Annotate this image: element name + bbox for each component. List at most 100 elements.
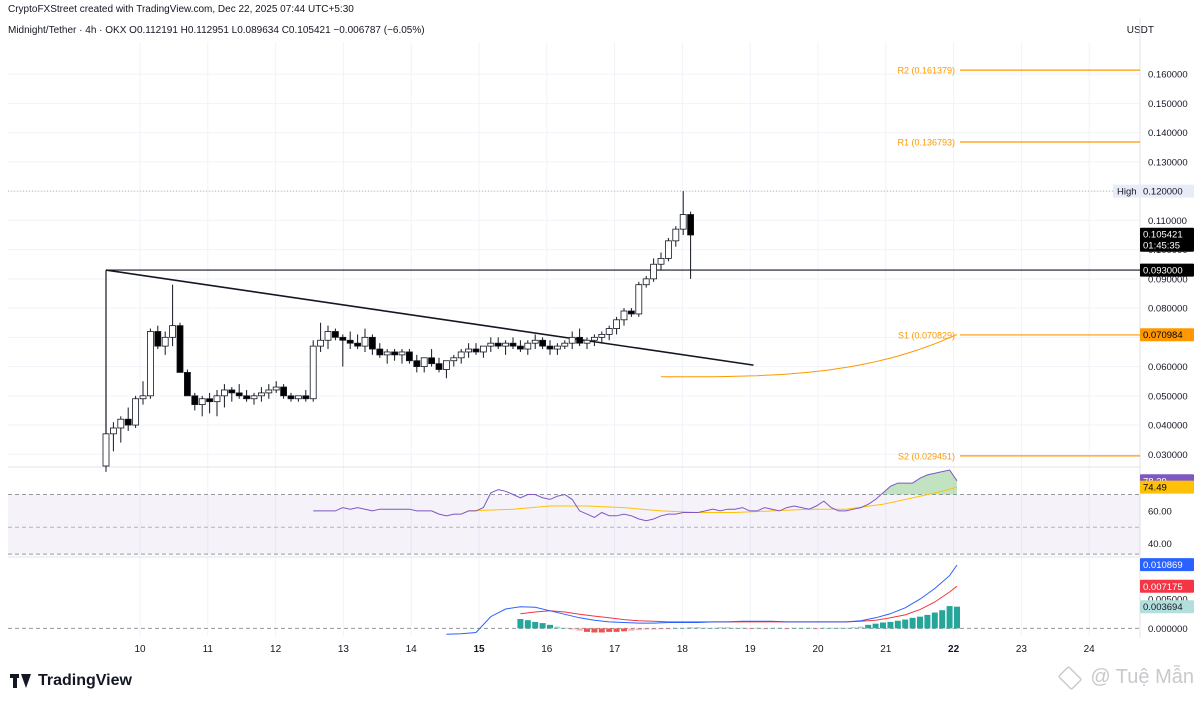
macd-histogram-bar (554, 626, 561, 629)
candle[interactable] (243, 395, 251, 400)
candle[interactable] (250, 395, 258, 400)
macd-histogram-bar (887, 621, 894, 629)
candle[interactable] (435, 363, 443, 370)
candle[interactable] (383, 351, 391, 356)
candle[interactable] (331, 331, 339, 338)
candle[interactable] (391, 351, 399, 356)
candle[interactable] (517, 345, 524, 350)
candle[interactable] (524, 342, 532, 350)
candle[interactable] (665, 240, 672, 259)
candle[interactable] (102, 433, 110, 467)
candle[interactable] (376, 348, 384, 356)
candle[interactable] (613, 319, 620, 329)
candle[interactable] (294, 395, 302, 400)
macd-histogram-bar (613, 628, 620, 632)
candle[interactable] (132, 398, 140, 426)
candle[interactable] (272, 386, 280, 391)
candle[interactable] (324, 331, 332, 341)
candle[interactable] (361, 336, 369, 347)
candle[interactable] (472, 348, 480, 353)
candle[interactable] (257, 392, 265, 397)
candle[interactable] (405, 351, 413, 362)
candle[interactable] (309, 345, 317, 400)
brand-label: TradingView (38, 672, 132, 689)
candle[interactable] (198, 398, 206, 405)
candle[interactable] (146, 331, 154, 397)
candle[interactable] (539, 339, 546, 347)
candle[interactable] (346, 339, 354, 344)
tradingview-brand[interactable]: TradingView (10, 672, 132, 690)
candle[interactable] (354, 342, 362, 347)
candle[interactable] (502, 342, 510, 347)
candle[interactable] (576, 336, 583, 344)
candle[interactable] (368, 336, 376, 350)
candle[interactable] (620, 310, 628, 321)
candle[interactable] (635, 284, 643, 315)
candle[interactable] (494, 342, 502, 347)
candle[interactable] (317, 339, 325, 347)
candle[interactable] (220, 389, 228, 397)
candle[interactable] (265, 389, 273, 394)
candle[interactable] (176, 325, 184, 373)
candle[interactable] (531, 339, 539, 344)
candle[interactable] (487, 342, 495, 347)
candle[interactable] (657, 257, 665, 265)
candle[interactable] (442, 360, 450, 370)
candle[interactable] (605, 328, 613, 335)
candle[interactable] (650, 263, 657, 280)
candle[interactable] (428, 357, 436, 365)
candle[interactable] (583, 339, 591, 344)
candle[interactable] (628, 310, 635, 315)
macd-histogram-bar (724, 627, 731, 629)
candle[interactable] (672, 228, 680, 242)
candle[interactable] (191, 395, 199, 405)
candle[interactable] (642, 278, 650, 286)
macd-histogram-bar (702, 627, 709, 629)
candle[interactable] (413, 360, 421, 367)
macd-histogram-bar (584, 628, 590, 632)
candle[interactable] (687, 214, 694, 236)
candle[interactable] (139, 395, 147, 400)
pivot-level-label: R1 (0.136793) (897, 138, 955, 148)
x-tick-label: 16 (541, 644, 553, 655)
ma-value-tag: 0.070984 (1143, 330, 1183, 341)
macd-histogram-bar (717, 627, 724, 629)
candle[interactable] (161, 336, 169, 347)
candle[interactable] (124, 418, 132, 426)
candle[interactable] (479, 345, 487, 353)
chart-credit: CryptoFXStreet created with TradingView.… (8, 4, 354, 15)
candle[interactable] (302, 395, 310, 400)
candle[interactable] (110, 427, 117, 435)
candle[interactable] (457, 351, 465, 359)
candle[interactable] (280, 386, 288, 397)
candle[interactable] (568, 336, 576, 344)
macd-tick-label: 0.005000 (1148, 595, 1188, 606)
candle[interactable] (183, 372, 191, 397)
candle[interactable] (339, 336, 347, 341)
candle[interactable] (154, 331, 162, 347)
candle[interactable] (287, 395, 295, 400)
candle[interactable] (591, 336, 598, 341)
macd-histogram-bar (820, 627, 827, 629)
candle[interactable] (213, 395, 221, 403)
candle[interactable] (235, 392, 243, 397)
macd-histogram-bar (532, 621, 539, 629)
candle[interactable] (598, 334, 606, 338)
macd-histogram-bar (643, 628, 650, 630)
candle[interactable] (554, 345, 561, 350)
x-tick-label: 23 (1016, 644, 1028, 655)
candle[interactable] (546, 345, 554, 350)
candle[interactable] (450, 357, 458, 362)
candle[interactable] (509, 342, 517, 347)
candle[interactable] (465, 348, 473, 353)
candle[interactable] (169, 325, 177, 338)
macd-histogram-bar (569, 628, 576, 630)
candle[interactable] (117, 418, 125, 429)
candle[interactable] (561, 342, 569, 347)
candle[interactable] (206, 398, 214, 403)
candle[interactable] (228, 389, 236, 394)
candle[interactable] (679, 214, 687, 230)
candle[interactable] (398, 351, 406, 356)
candle[interactable] (420, 357, 428, 367)
